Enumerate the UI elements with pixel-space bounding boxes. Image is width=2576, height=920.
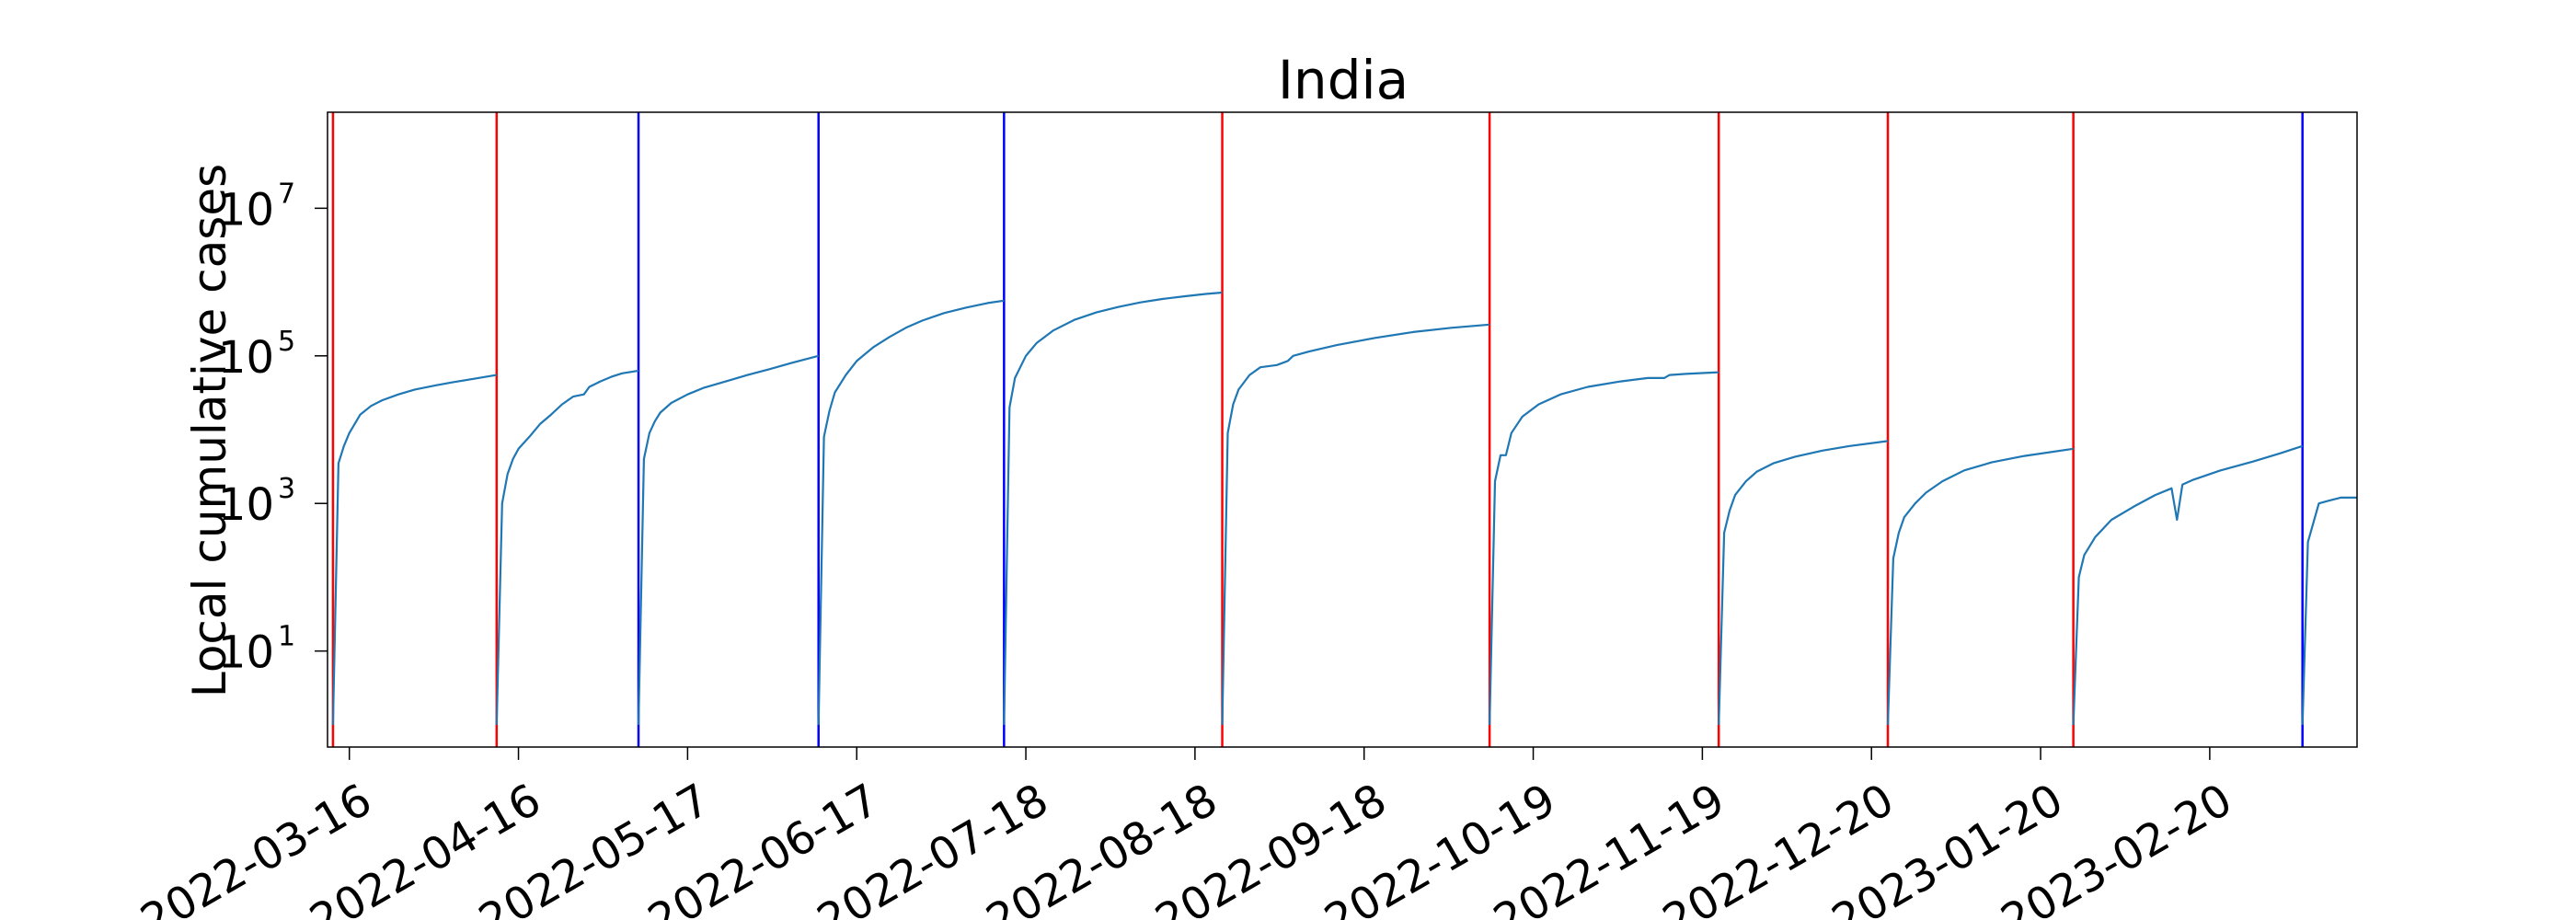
plot-area: 2022-03-162022-04-162022-05-172022-06-17… xyxy=(132,111,2358,920)
series-line-segment xyxy=(2072,444,2304,725)
y-tick-exponent: 7 xyxy=(278,178,295,210)
series-line-segment xyxy=(2301,496,2357,725)
x-axis-ticks: 2022-03-162022-04-162022-05-172022-06-17… xyxy=(132,747,2240,920)
series-line-segment xyxy=(1221,323,1490,725)
series-line-segment xyxy=(1718,440,1889,725)
vertical-markers xyxy=(331,112,2304,747)
plot-frame xyxy=(327,111,2358,748)
y-tick-exponent: 5 xyxy=(278,326,295,358)
series-line-segment xyxy=(495,369,639,725)
y-tick-label: 10 xyxy=(218,627,274,679)
series-lines xyxy=(331,291,2357,725)
y-tick-label: 10 xyxy=(218,332,274,384)
series-line-segment xyxy=(637,354,819,725)
series-line-segment xyxy=(817,299,1005,725)
series-line-segment xyxy=(1003,291,1223,725)
y-tick-exponent: 1 xyxy=(278,621,295,653)
y-axis-label: Local cumulative cases xyxy=(183,164,236,697)
series-line-segment xyxy=(331,374,497,725)
y-tick-label: 10 xyxy=(218,184,274,236)
y-tick-exponent: 3 xyxy=(278,473,295,505)
series-line-segment xyxy=(1489,371,1719,725)
chart-title: India xyxy=(1278,49,1409,111)
y-tick-label: 10 xyxy=(218,479,274,531)
series-line-segment xyxy=(1886,447,2074,725)
